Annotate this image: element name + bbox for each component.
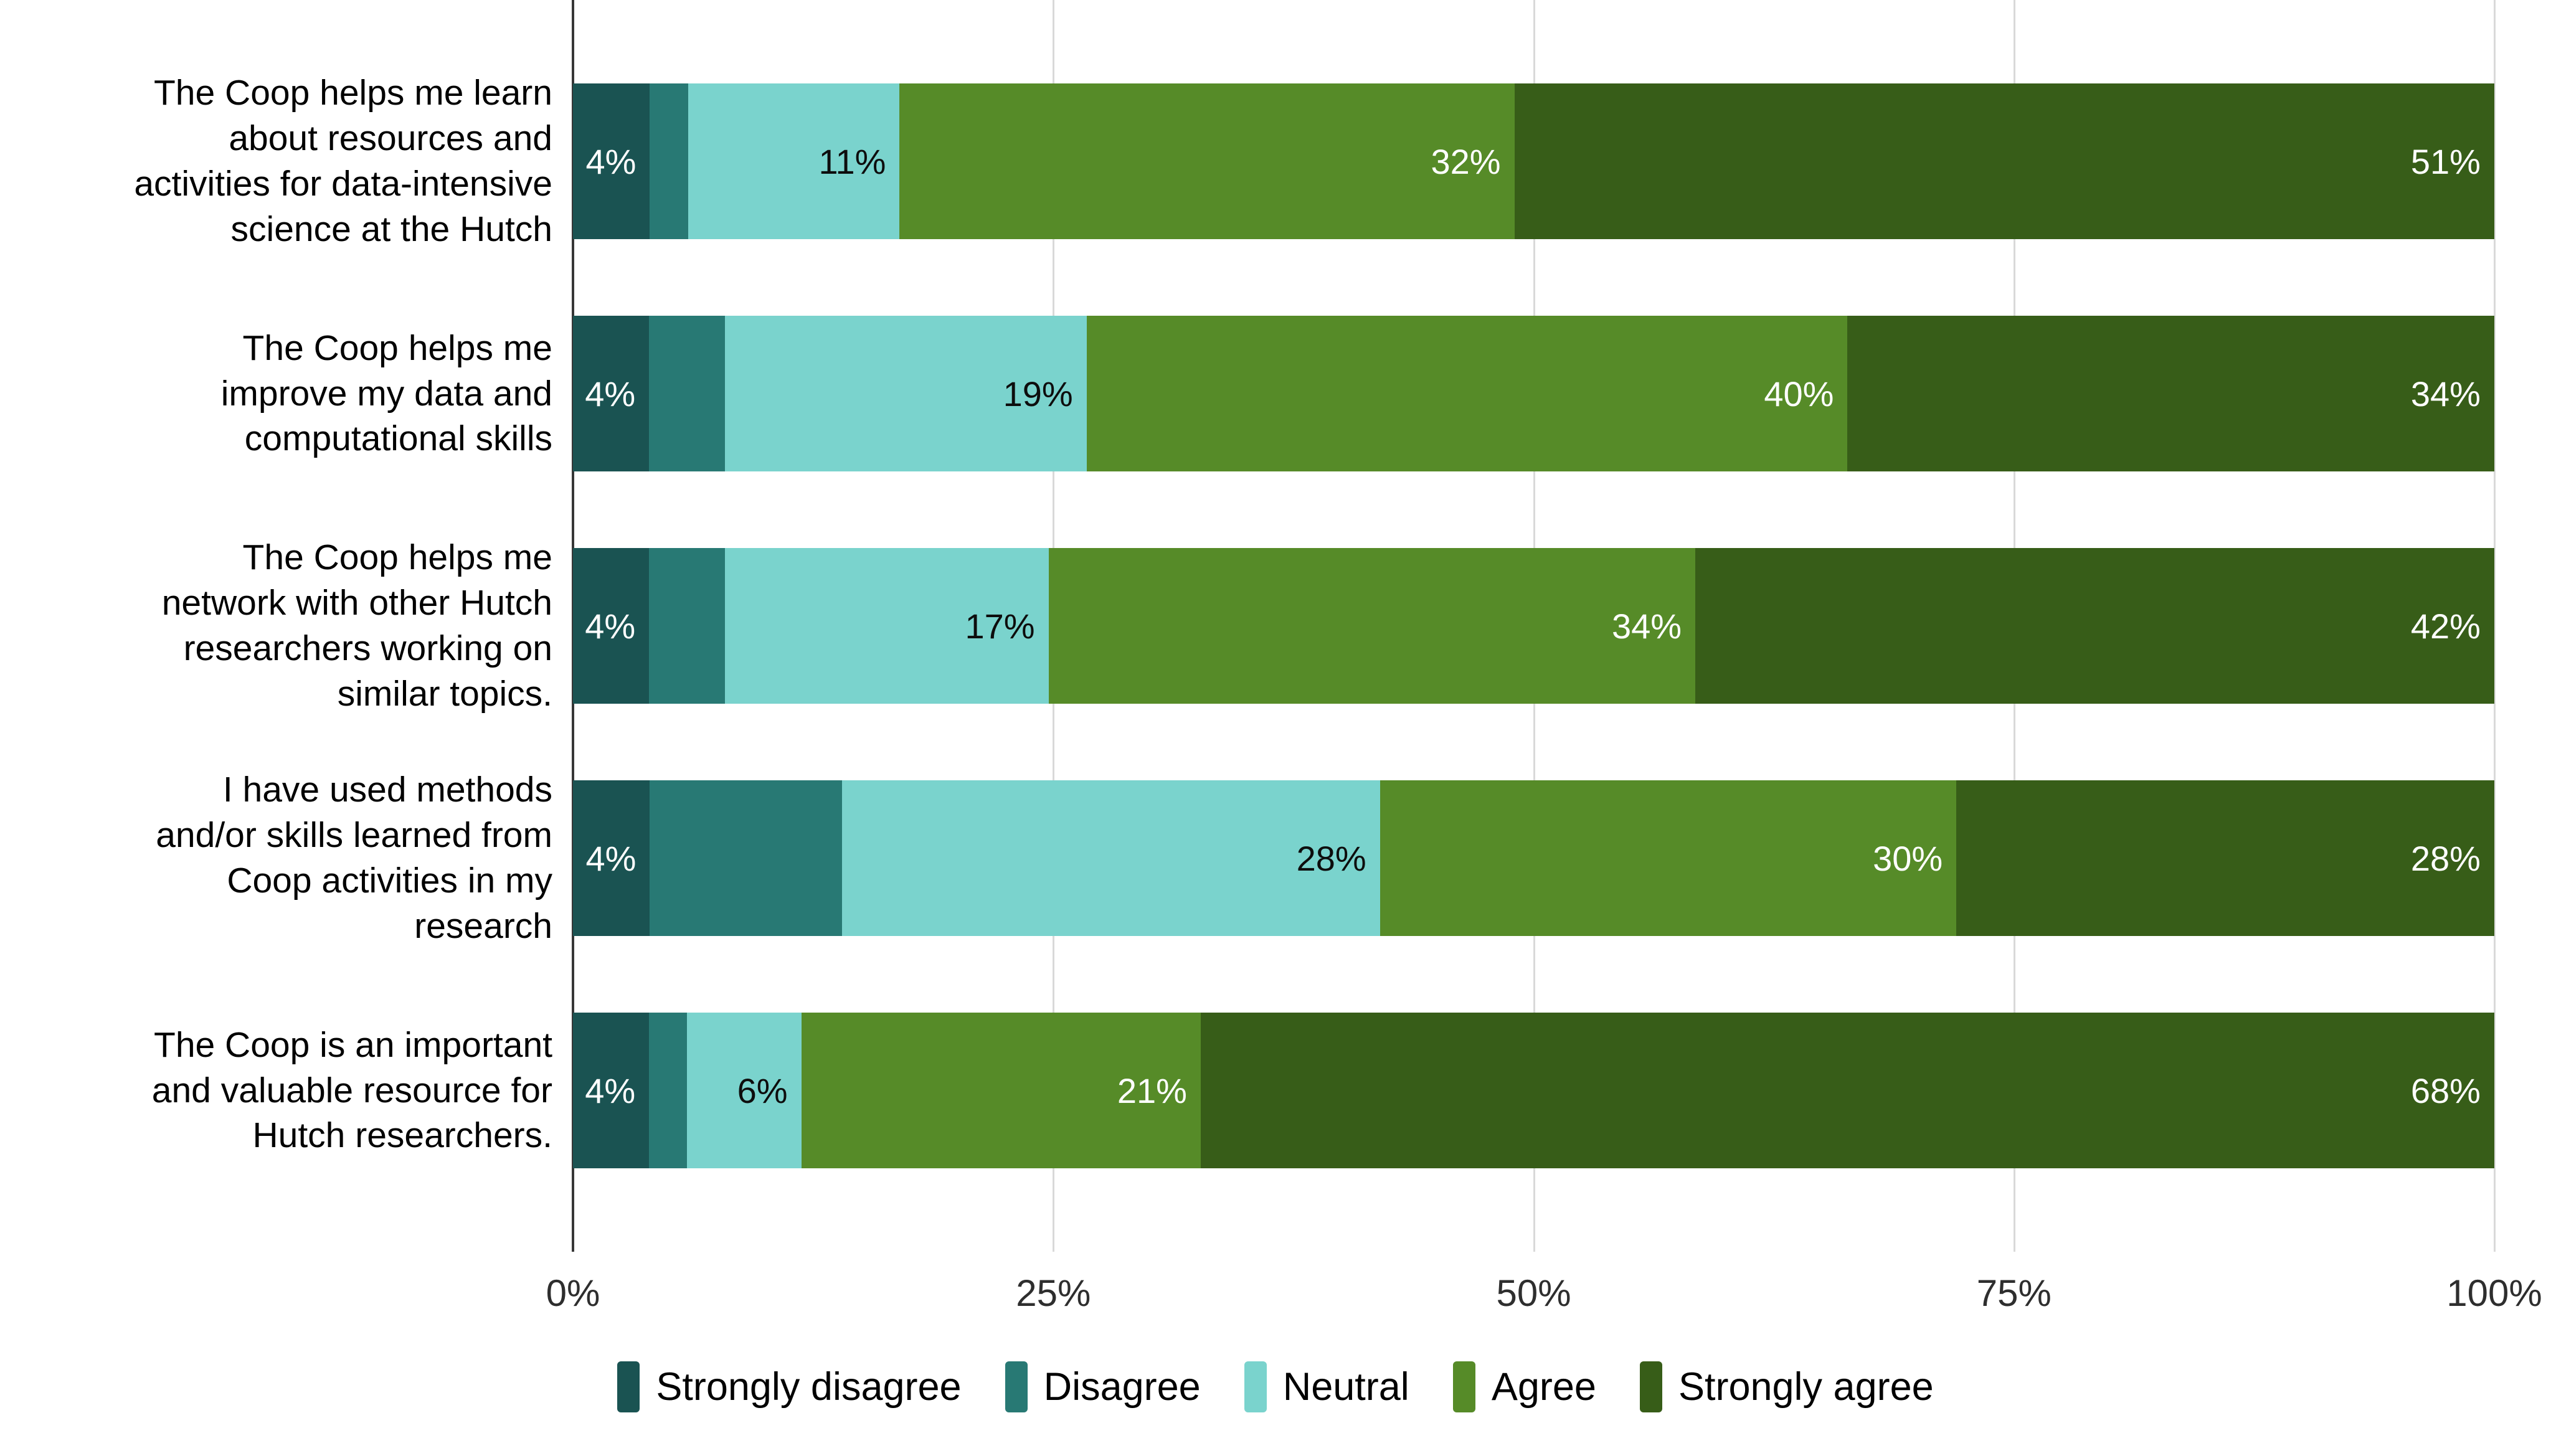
legend-swatch-neutral <box>1244 1361 1267 1412</box>
data-label: 21% <box>1117 1071 1187 1110</box>
data-label: 30% <box>1873 838 1943 878</box>
legend: Strongly disagree Disagree Neutral Agree Str… <box>0 1361 2551 1412</box>
bar-row-1: 4% 19% 40% 34% <box>573 316 2494 471</box>
data-label: 4% <box>585 141 637 181</box>
data-label: 28% <box>1296 838 1366 878</box>
legend-label: Disagree <box>1043 1365 1201 1409</box>
bar-row-0: 4% 11% 32% 51% <box>573 83 2494 239</box>
category-label-0: The Coop helps me learn about resources … <box>134 73 552 249</box>
legend-item-neutral: Neutral <box>1244 1361 1409 1412</box>
bar-row-2: 4% 17% 34% 42% <box>573 548 2494 704</box>
bar-segment-disagree <box>649 316 726 471</box>
data-label: 4% <box>585 606 636 646</box>
bar-row-4: 4% 6% 21% 68% <box>573 1013 2494 1168</box>
data-label: 4% <box>585 1071 636 1110</box>
bar-segment-agree: 34% <box>1048 548 1696 704</box>
data-label: 28% <box>2410 838 2481 878</box>
bar-segment-agree: 40% <box>1086 316 1848 471</box>
bar-segment-agree: 32% <box>899 83 1515 239</box>
data-label: 4% <box>585 374 636 414</box>
data-label: 11% <box>818 141 886 181</box>
bar-row-3: 4% 28% 30% 28% <box>573 780 2494 936</box>
x-tick-25%: 25% <box>1016 1272 1091 1314</box>
bar-segment-strongly-agree: 51% <box>1514 83 2494 239</box>
bar-segment-strongly-disagree: 4% <box>573 1013 650 1168</box>
data-label: 68% <box>2410 1071 2481 1110</box>
legend-swatch-strongly-agree <box>1639 1361 1662 1412</box>
bar-segment-neutral: 19% <box>725 316 1087 471</box>
category-label-1: The Coop helps me improve my data and co… <box>220 328 552 459</box>
category-label-3: I have used methods and/or skills learne… <box>156 770 552 946</box>
data-label: 51% <box>2410 141 2481 181</box>
x-tick-100%: 100% <box>2446 1272 2542 1314</box>
x-tick-0%: 0% <box>546 1272 600 1314</box>
legend-label: Agree <box>1491 1365 1596 1409</box>
legend-item-disagree: Disagree <box>1005 1361 1201 1412</box>
bar-segment-strongly-agree: 68% <box>1200 1013 2494 1168</box>
bar-segment-disagree <box>650 780 842 936</box>
data-label: 42% <box>2410 606 2481 646</box>
legend-item-strongly-disagree: Strongly disagree <box>617 1361 962 1412</box>
data-label: 40% <box>1764 374 1834 414</box>
bar-segment-disagree <box>650 83 689 239</box>
bar-segment-neutral: 11% <box>688 83 900 239</box>
data-label: 34% <box>1612 606 1682 646</box>
bar-segment-disagree <box>649 548 726 704</box>
legend-swatch-disagree <box>1005 1361 1028 1412</box>
bar-segment-strongly-disagree: 4% <box>573 548 650 704</box>
data-label: 4% <box>585 838 637 878</box>
legend-swatch-agree <box>1452 1361 1475 1412</box>
bar-segment-strongly-disagree: 4% <box>573 780 650 936</box>
data-label: 34% <box>2410 374 2481 414</box>
bar-segment-agree: 21% <box>801 1013 1201 1168</box>
bar-segment-strongly-disagree: 4% <box>573 83 650 239</box>
bar-segment-neutral: 17% <box>725 548 1049 704</box>
category-label-4: The Coop is an important and valuable re… <box>151 1024 552 1156</box>
bar-segment-strongly-disagree: 4% <box>573 316 650 471</box>
legend-swatch-strongly-disagree <box>617 1361 640 1412</box>
gridline-100% <box>2494 0 2496 1252</box>
bar-segment-strongly-agree: 34% <box>1847 316 2494 471</box>
data-label: 32% <box>1431 141 1501 181</box>
legend-label: Strongly agree <box>1678 1365 1934 1409</box>
bar-segment-neutral: 6% <box>687 1013 802 1168</box>
bar-segment-strongly-agree: 42% <box>1695 548 2494 704</box>
data-label: 6% <box>737 1071 788 1110</box>
x-tick-75%: 75% <box>1976 1272 2052 1314</box>
bar-segment-strongly-agree: 28% <box>1956 780 2494 936</box>
data-label: 17% <box>965 606 1035 646</box>
legend-item-strongly-agree: Strongly agree <box>1639 1361 1934 1412</box>
x-tick-50%: 50% <box>1496 1272 1571 1314</box>
data-label: 19% <box>1003 374 1073 414</box>
bar-segment-disagree <box>649 1013 688 1168</box>
legend-label: Strongly disagree <box>656 1365 962 1409</box>
bar-segment-neutral: 28% <box>841 780 1380 936</box>
legend-item-agree: Agree <box>1452 1361 1596 1412</box>
category-label-2: The Coop helps me network with other Hut… <box>161 537 552 714</box>
bar-segment-agree: 30% <box>1380 780 1957 936</box>
legend-label: Neutral <box>1282 1365 1409 1409</box>
